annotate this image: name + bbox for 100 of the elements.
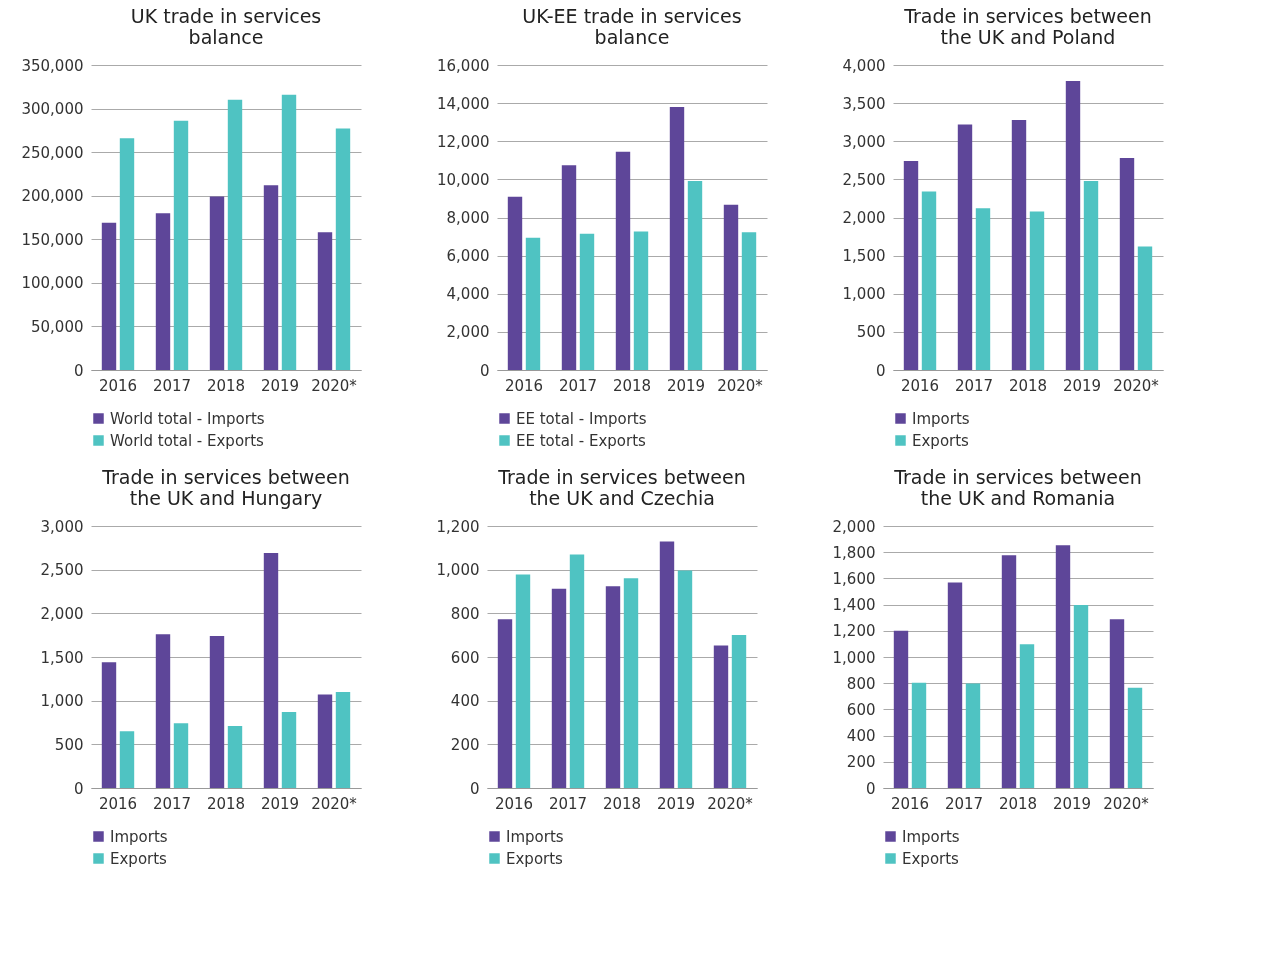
bar [965, 683, 981, 788]
bar [155, 634, 171, 788]
legend-label: World total - Imports [110, 409, 265, 428]
bar [1001, 555, 1017, 788]
bar [731, 634, 747, 788]
bar [659, 541, 675, 788]
x-tick-label: 2020* [707, 794, 754, 813]
chart-title: UK trade in services balance [130, 5, 322, 48]
bar [1119, 158, 1135, 370]
bar [525, 237, 541, 370]
y-tick-label: 800 [450, 604, 480, 623]
y-tick-label: 10,000 [437, 170, 490, 189]
bar [227, 725, 243, 788]
y-tick-label: 2,000 [40, 604, 84, 623]
bar [1083, 180, 1099, 370]
y-tick-label: 300,000 [21, 100, 84, 119]
y-tick-label: 200 [450, 735, 480, 754]
y-tick-label: 3,000 [842, 132, 886, 151]
x-tick-label: 2019 [1062, 376, 1102, 395]
bar [921, 191, 937, 370]
x-tick-label: 2017 [944, 794, 984, 813]
bar [227, 99, 243, 370]
y-tick-label: 4,000 [842, 56, 886, 75]
chart-title: Trade in services between the UK and Czechia [497, 466, 746, 509]
legend-label: Imports [506, 827, 564, 846]
y-tick-label: 600 [846, 700, 876, 719]
x-tick-label: 2018 [998, 794, 1038, 813]
bar [1127, 687, 1143, 788]
y-tick-label: 1,800 [832, 543, 876, 562]
chart-title: Trade in services between the UK and Poland [903, 5, 1152, 48]
legend-label: Imports [902, 827, 960, 846]
y-tick-label: 500 [856, 323, 886, 342]
y-tick-label: 4,000 [446, 285, 490, 304]
legend-label: Imports [912, 409, 970, 428]
bar [263, 553, 279, 788]
y-tick-label: 6,000 [446, 247, 490, 266]
bar [623, 578, 639, 788]
legend-label: Exports [506, 849, 564, 868]
legend-label: Exports [902, 849, 960, 868]
y-tick-label: 1,500 [40, 648, 84, 667]
y-tick-label: 3,500 [842, 94, 886, 113]
bar [335, 128, 351, 370]
bar [119, 138, 135, 370]
x-tick-label: 2016 [98, 794, 138, 813]
bar [1137, 246, 1153, 370]
x-tick-label: 2020* [717, 376, 764, 395]
bar [263, 185, 279, 370]
chart-title: Trade in services between the UK and Romania [893, 466, 1142, 509]
y-tick-label: 2,000 [832, 517, 876, 536]
y-tick-label: 2,500 [842, 170, 886, 189]
bar [101, 222, 117, 370]
y-tick-label: 600 [450, 648, 480, 667]
legend-label: EE total - Imports [516, 409, 647, 428]
y-tick-label: 500 [54, 735, 84, 754]
chart-title: UK-EE trade in services balance [522, 5, 742, 48]
bar [741, 232, 757, 370]
x-tick-label: 2019 [260, 376, 300, 395]
x-tick-label: 2019 [656, 794, 696, 813]
y-tick-label: 0 [865, 779, 876, 798]
y-tick-label: 2,000 [446, 323, 490, 342]
y-tick-label: 8,000 [446, 209, 490, 227]
bar [893, 630, 909, 788]
x-tick-label: 2019 [1052, 794, 1092, 813]
y-tick-label: 16,000 [437, 56, 490, 75]
x-tick-label: 2016 [890, 794, 930, 813]
y-tick-label: 0 [469, 779, 480, 798]
x-tick-label: 2018 [206, 794, 246, 813]
legend-label: Exports [912, 431, 970, 450]
bar [579, 233, 595, 370]
bar [209, 196, 225, 370]
y-tick-label: 1,600 [832, 569, 876, 588]
y-tick-label: 1,200 [436, 517, 480, 536]
y-tick-label: 0 [73, 779, 84, 798]
y-tick-label: 0 [875, 361, 886, 380]
x-tick-label: 2017 [152, 376, 192, 395]
bar [569, 554, 585, 788]
bar [1073, 605, 1089, 788]
bar [975, 208, 991, 370]
bar [281, 712, 297, 788]
bar [669, 106, 685, 370]
bar [1065, 81, 1081, 370]
x-tick-label: 2017 [954, 376, 994, 395]
bar [1029, 211, 1045, 370]
y-tick-label: 2,500 [40, 561, 84, 580]
bar [515, 574, 531, 788]
y-tick-label: 200,000 [21, 187, 84, 206]
y-tick-label: 1,400 [832, 596, 876, 615]
bar [713, 645, 729, 788]
y-tick-label: 400 [450, 692, 480, 711]
bar [677, 570, 693, 788]
x-tick-label: 2019 [666, 376, 706, 395]
y-tick-label: 50,000 [31, 317, 84, 336]
x-tick-label: 2016 [900, 376, 940, 395]
bar [209, 636, 225, 788]
y-tick-label: 1,000 [842, 285, 886, 304]
x-tick-label: 2017 [558, 376, 598, 395]
bar [281, 94, 297, 370]
y-tick-label: 800 [846, 674, 876, 693]
y-tick-label: 1,000 [40, 692, 84, 711]
bar [551, 588, 567, 788]
